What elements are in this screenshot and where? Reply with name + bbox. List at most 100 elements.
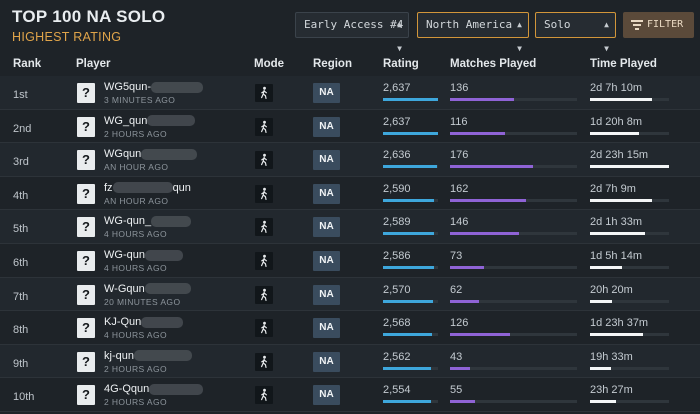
- walking-person-icon: [255, 84, 273, 102]
- time-played-value: 1d 20h 8m: [590, 115, 642, 128]
- player-name[interactable]: WG5qun-: [104, 81, 204, 93]
- select-arrows-icon: ▲ ▼: [397, 20, 402, 53]
- player-avatar[interactable]: ?: [77, 284, 95, 305]
- matches-played-value: 62: [450, 283, 463, 296]
- player-last-seen: 4 HOURS AGO: [104, 229, 167, 240]
- time-played-value: 1d 5h 14m: [590, 249, 642, 262]
- player-avatar[interactable]: ?: [77, 385, 95, 406]
- matches-played-value: 162: [450, 182, 469, 195]
- rank-cell: 6th: [13, 256, 29, 269]
- table-row[interactable]: 4th ? fz qun AN HOUR AGO NA 2,590 162 2d …: [0, 176, 700, 211]
- matches-bar-fill: [450, 131, 505, 135]
- time-bar-fill: [590, 131, 639, 135]
- region-badge: NA: [313, 183, 340, 204]
- column-header-player[interactable]: Player: [76, 58, 111, 70]
- player-avatar[interactable]: ?: [77, 318, 95, 339]
- redacted-name-blur: [151, 81, 204, 93]
- player-name-text: WG_qun: [104, 114, 148, 127]
- table-row[interactable]: 9th ? kj-qun 2 HOURS AGO NA 2,562 43 19h…: [0, 344, 700, 379]
- rating-value: 2,562: [383, 350, 411, 363]
- table-row[interactable]: 3rd ? WGqun AN HOUR AGO NA 2,636 176 2d …: [0, 143, 700, 177]
- player-name[interactable]: W-Gqun: [104, 283, 191, 295]
- player-avatar[interactable]: ?: [77, 250, 95, 271]
- player-avatar[interactable]: ?: [77, 116, 95, 137]
- table-row[interactable]: 6th ? WG-qun 4 HOURS AGO NA 2,586 73 1d …: [0, 243, 700, 278]
- player-name[interactable]: fz qun: [104, 182, 191, 194]
- rank-cell: 4th: [13, 189, 29, 202]
- rating-bar-fill: [383, 98, 438, 101]
- rating-bar-track: [383, 198, 438, 202]
- matches-played-value: 126: [450, 317, 469, 330]
- walking-person-icon: [255, 352, 273, 371]
- matches-played-value: 43: [450, 350, 463, 363]
- table-row[interactable]: 10th ? 4G-Qqun 2 HOURS AGO NA 2,554 55 2…: [0, 378, 700, 412]
- player-avatar[interactable]: ?: [77, 83, 95, 103]
- table-row[interactable]: 1st ? WG5qun- 3 MINUTES AGO NA 2,637 136…: [0, 76, 700, 110]
- redacted-name-blur: [149, 383, 204, 395]
- player-name[interactable]: WGqun: [104, 148, 198, 161]
- matches-played-value: 55: [450, 384, 463, 397]
- rating-value: 2,570: [383, 283, 411, 296]
- matches-bar-fill: [450, 265, 485, 269]
- player-last-seen: AN HOUR AGO: [104, 162, 169, 173]
- table-row[interactable]: 2nd ? WG_qun 2 HOURS AGO NA 2,637 116 1d…: [0, 109, 700, 144]
- table-header: Rank Player Mode Region Rating Matches P…: [0, 52, 700, 76]
- matches-bar-track: [450, 232, 577, 236]
- filter-icon: [631, 20, 643, 30]
- column-header-rank[interactable]: Rank: [13, 58, 42, 70]
- rating-value: 2,589: [383, 216, 411, 229]
- rating-value: 2,636: [383, 149, 411, 162]
- matches-bar-track: [450, 198, 577, 202]
- player-name[interactable]: kj-qun: [104, 350, 192, 362]
- rating-bar-track: [383, 265, 438, 269]
- matches-bar-fill: [450, 366, 471, 370]
- table-row[interactable]: 5th ? WG-qun_ 4 HOURS AGO NA 2,589 146 2…: [0, 210, 700, 244]
- time-played-value: 2d 7h 9m: [590, 182, 636, 195]
- column-header-mode[interactable]: Mode: [254, 58, 285, 70]
- player-name[interactable]: WG-qun_: [104, 215, 192, 227]
- matches-bar-track: [450, 131, 577, 135]
- player-name[interactable]: WG_qun: [104, 114, 196, 127]
- region-select[interactable]: North America ▲ ▼: [417, 12, 529, 53]
- player-avatar[interactable]: ?: [77, 217, 95, 238]
- time-played-value: 1d 23h 37m: [590, 317, 649, 330]
- region-badge: NA: [313, 385, 340, 406]
- player-name[interactable]: KJ-Qun: [104, 316, 184, 328]
- rank-cell: 7th: [13, 290, 29, 303]
- rating-bar-fill: [383, 165, 438, 169]
- time-bar-track: [590, 299, 669, 303]
- column-header-rating[interactable]: Rating: [383, 58, 419, 70]
- walking-person-icon: [255, 117, 273, 136]
- time-played-value: 2d 1h 33m: [590, 216, 642, 229]
- time-bar-fill: [590, 366, 612, 370]
- region-badge: NA: [313, 83, 340, 103]
- mode-select[interactable]: Solo ▲ ▼: [535, 12, 616, 53]
- player-avatar[interactable]: ?: [77, 351, 95, 372]
- table-row[interactable]: 8th ? KJ-Qun 4 HOURS AGO NA 2,568 126 1d…: [0, 311, 700, 345]
- rating-bar-track: [383, 232, 438, 236]
- filter-button[interactable]: FILTER: [623, 12, 694, 38]
- player-name[interactable]: WG-qun: [104, 249, 183, 261]
- season-select[interactable]: Early Access #4 ▲ ▼: [295, 12, 409, 53]
- player-name-text: WGqun: [104, 148, 142, 161]
- player-avatar[interactable]: ?: [77, 150, 95, 171]
- region-badge: NA: [313, 284, 340, 305]
- leaderboard-header: TOP 100 NA SOLO HIGHEST RATING Early Acc…: [0, 0, 700, 53]
- redacted-name-blur: [133, 350, 192, 362]
- time-bar-fill: [590, 265, 623, 269]
- matches-bar-track: [450, 366, 577, 370]
- region-badge: NA: [313, 150, 340, 171]
- matches-bar-track: [450, 299, 577, 303]
- region-badge: NA: [313, 351, 340, 372]
- redacted-name-blur: [144, 249, 183, 261]
- column-header-matches[interactable]: Matches Played: [450, 58, 537, 70]
- matches-bar-fill: [450, 299, 480, 303]
- time-bar-track: [590, 265, 669, 269]
- rating-bar-fill: [383, 299, 433, 303]
- player-name[interactable]: 4G-Qqun: [104, 383, 204, 395]
- column-header-region[interactable]: Region: [313, 58, 352, 70]
- column-header-time[interactable]: Time Played: [590, 58, 657, 70]
- player-avatar[interactable]: ?: [77, 183, 95, 204]
- table-row[interactable]: 7th ? W-Gqun 20 MINUTES AGO NA 2,570 62 …: [0, 277, 700, 312]
- time-bar-track: [590, 165, 669, 169]
